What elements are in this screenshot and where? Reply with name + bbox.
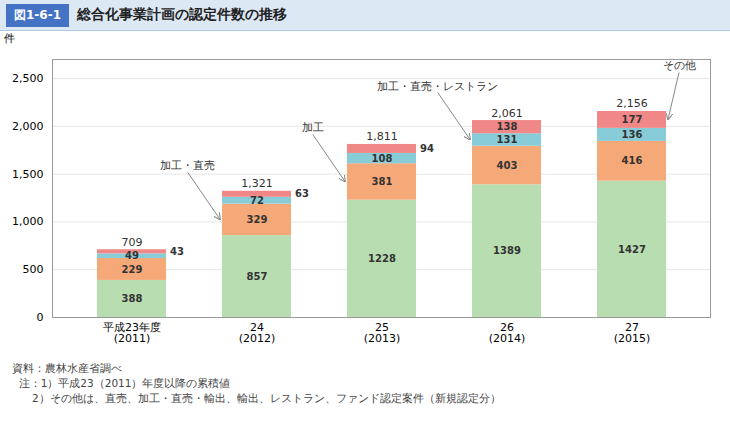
svg-text:27(2015): 27(2015) <box>614 321 651 345</box>
svg-text:25(2013): 25(2013) <box>364 321 401 345</box>
svg-text:2,000: 2,000 <box>12 120 44 133</box>
svg-text:1,321: 1,321 <box>241 177 273 190</box>
svg-text:177: 177 <box>622 114 643 125</box>
svg-text:49: 49 <box>125 250 139 261</box>
svg-text:94: 94 <box>420 143 434 154</box>
svg-text:2,500: 2,500 <box>12 72 44 85</box>
svg-text:1427: 1427 <box>618 244 646 255</box>
svg-text:その他: その他 <box>663 59 696 72</box>
svg-text:1389: 1389 <box>493 245 521 256</box>
svg-text:108: 108 <box>372 153 393 164</box>
svg-text:2,156: 2,156 <box>616 97 648 110</box>
svg-text:加工・直売・レストラン: 加工・直売・レストラン <box>377 80 498 93</box>
svg-text:416: 416 <box>622 155 643 166</box>
svg-text:388: 388 <box>122 293 143 304</box>
html-text:図1-6-1: 図1-6-1 <box>14 7 61 22</box>
svg-text:1,500: 1,500 <box>12 168 44 181</box>
svg-text:1228: 1228 <box>368 253 396 264</box>
svg-text:平成23年度(2011): 平成23年度(2011) <box>103 321 161 345</box>
svg-text:加工・直売: 加工・直売 <box>160 159 215 172</box>
html-text:総合化事業計画の認定件数の推移: 総合化事業計画の認定件数の推移 <box>77 6 287 22</box>
svg-text:72: 72 <box>250 195 264 206</box>
html-text:資料：農林水産省調べ 注：1）平成23（2011）年度以降の: 資料：農林水産省調べ 注：1）平成23（2011）年度以降の累積値 2）その他は… <box>12 362 501 404</box>
svg-text:63: 63 <box>295 188 309 199</box>
svg-text:43: 43 <box>170 246 184 257</box>
svg-text:0: 0 <box>37 311 44 324</box>
svg-text:加工: 加工 <box>302 121 324 134</box>
svg-text:件: 件 <box>4 32 15 45</box>
svg-text:136: 136 <box>622 129 643 140</box>
svg-text:26(2014): 26(2014) <box>489 321 526 345</box>
svg-text:24(2012): 24(2012) <box>239 321 276 345</box>
svg-text:131: 131 <box>497 134 518 145</box>
svg-text:138: 138 <box>497 121 518 132</box>
svg-text:403: 403 <box>497 160 518 171</box>
svg-text:1,000: 1,000 <box>12 215 44 228</box>
svg-text:1,811: 1,811 <box>366 130 398 143</box>
svg-text:381: 381 <box>372 176 393 187</box>
svg-text:229: 229 <box>122 264 143 275</box>
svg-text:709: 709 <box>122 236 143 249</box>
svg-text:2,061: 2,061 <box>491 107 523 120</box>
svg-text:500: 500 <box>23 263 44 276</box>
svg-text:857: 857 <box>247 271 268 282</box>
svg-text:329: 329 <box>247 214 268 225</box>
